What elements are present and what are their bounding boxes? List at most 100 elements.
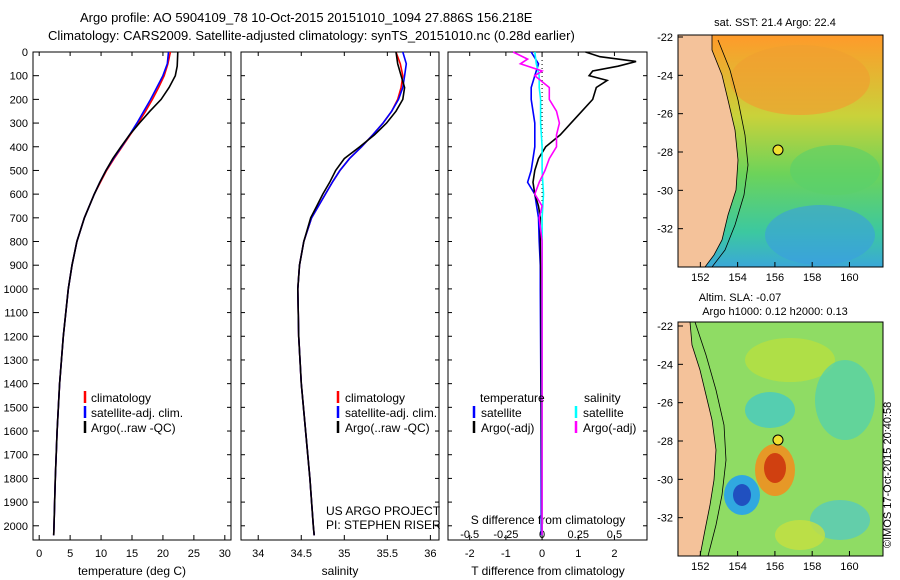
x-tick-label: 34	[252, 548, 264, 560]
legend-label-t-satellite: satellite	[481, 406, 522, 420]
depth-tick-label: 1500	[4, 402, 28, 414]
depth-tick-label: 1200	[4, 331, 28, 343]
temperature-panel	[32, 51, 232, 541]
profile-title: Argo profile: AO 5904109_78 10-Oct-2015 …	[80, 10, 533, 25]
x-tick-label: 2	[611, 548, 617, 560]
series-line-argo	[52, 51, 179, 536]
lat-tick-label: -26	[657, 109, 673, 121]
legend-label-satellite: satellite-adj. clim.	[345, 406, 437, 420]
temperature-xlabel: temperature (deg C)	[78, 564, 186, 578]
lon-tick-label: 154	[728, 272, 746, 284]
difference-xlabel-top: S difference from climatology	[471, 513, 626, 527]
legend-label-s-satellite: satellite	[583, 406, 624, 420]
shelf-contour	[694, 321, 727, 557]
x-tick-label: 30	[219, 548, 231, 560]
sst-map-frame	[677, 34, 884, 268]
x-tick-label: 5	[67, 548, 73, 560]
difference-legend: temperature salinity satellite Argo(-adj…	[472, 391, 636, 435]
x-tick-label: 20	[157, 548, 169, 560]
legend-label-s-argo: Argo(-adj)	[583, 421, 636, 435]
sla-eddy-3	[745, 392, 795, 428]
lon-tick-label: 158	[803, 272, 821, 284]
depth-tick-label: 500	[10, 165, 28, 177]
climatology-title: Climatology: CARS2009. Satellite-adjuste…	[48, 28, 575, 43]
temperature-series	[52, 51, 179, 536]
lon-tick-label: 156	[766, 272, 784, 284]
sla-lat-axis: -22 -24 -26 -28 -30 -32	[657, 321, 683, 525]
difference-x-axis: -2 -1 0 1 2	[465, 52, 617, 560]
depth-tick-label: 1000	[4, 284, 28, 296]
sst-cool-patch	[765, 205, 875, 265]
sla-map-title-1: Altim. SLA: -0.07	[699, 292, 782, 304]
lat-tick-label: -22	[657, 321, 673, 333]
x-tick-label: 25	[188, 548, 200, 560]
difference-xlabel: T difference from climatology	[471, 564, 625, 578]
temperature-x-axis: 0 5 10 15 20 25 30	[36, 52, 231, 560]
salinity-difference-axis: -0.5 -0.25 0 0.25 0.5	[460, 529, 622, 541]
pi-label: PI: STEPHEN RISER	[326, 518, 441, 532]
sst-lon-axis: 152 154 156 158 160	[691, 262, 859, 284]
depth-tick-label: 900	[10, 260, 28, 272]
depth-tick-label: 2000	[4, 521, 28, 533]
project-label: US ARGO PROJECT	[326, 504, 441, 518]
sla-eddy-cold-core	[733, 484, 751, 506]
sst-green-patch	[790, 145, 880, 195]
depth-tick-label: 400	[10, 142, 28, 154]
series-line-s-argo	[512, 51, 561, 536]
sla-map-title-2: Argo h1000: 0.12 h2000: 0.13	[702, 306, 848, 318]
lon-tick-label: 154	[728, 561, 746, 573]
x-tick-label: 35.5	[377, 548, 398, 560]
sst-warm-patch	[730, 45, 870, 115]
x-tick-label: 10	[95, 548, 107, 560]
x-tick-label: 1	[575, 548, 581, 560]
depth-tick-label: 600	[10, 189, 28, 201]
depth-tick-label: 800	[10, 237, 28, 249]
x-tick-label: 0	[539, 548, 545, 560]
sla-eddy-1	[745, 338, 835, 382]
sla-eddy-2	[815, 360, 875, 440]
x-tick-label: 35	[338, 548, 350, 560]
depth-tick-label: 700	[10, 213, 28, 225]
legend-label-argo: Argo(..raw -QC)	[91, 421, 176, 435]
salinity-series	[296, 51, 408, 536]
depth-tick-label: 1100	[4, 308, 28, 320]
lat-tick-label: -22	[657, 32, 673, 44]
x-tick-label: 15	[126, 548, 138, 560]
sla-map-frame	[677, 321, 884, 557]
sst-lat-axis: -22 -24 -26 -28 -30 -32	[657, 32, 683, 236]
x-tick-label: 36	[424, 548, 436, 560]
sla-eddy-5	[775, 520, 825, 550]
lat-tick-label: -24	[657, 70, 673, 82]
lon-tick-label: 160	[840, 272, 858, 284]
legend-label-climatology: climatology	[91, 391, 151, 405]
legend-title-temperature: temperature	[480, 391, 545, 405]
depth-tick-label: 1800	[4, 473, 28, 485]
s-tick-label: 0.5	[607, 529, 622, 541]
depth-tick-label: 1300	[4, 355, 28, 367]
lat-tick-label: -24	[657, 359, 673, 371]
lon-tick-label: 160	[840, 561, 858, 573]
sla-eddy-4	[810, 500, 870, 540]
argo-location-marker	[772, 144, 784, 156]
s-tick-label: -0.25	[493, 529, 518, 541]
salinity-panel	[240, 51, 440, 541]
difference-series	[512, 51, 637, 540]
lat-tick-label: -30	[657, 185, 673, 197]
lon-tick-label: 152	[691, 272, 709, 284]
x-tick-label: 34.5	[291, 548, 312, 560]
lon-tick-label: 156	[766, 561, 784, 573]
salinity-legend: climatology satellite-adj. clim. Argo(..…	[326, 391, 441, 532]
sla-map	[677, 321, 884, 557]
depth-tick-label: 1600	[4, 426, 28, 438]
lon-tick-label: 158	[803, 561, 821, 573]
legend-label-climatology: climatology	[345, 391, 405, 405]
sla-eddy-warm-core	[764, 453, 786, 483]
depth-tick-label: 1400	[4, 379, 28, 391]
legend-title-salinity: salinity	[584, 391, 621, 405]
difference-panel	[447, 51, 648, 541]
lat-tick-label: -28	[657, 147, 673, 159]
salinity-x-axis: 34 34.5 35 35.5 36	[252, 52, 437, 560]
s-tick-label: 0.25	[568, 529, 589, 541]
australia-land	[677, 34, 739, 268]
